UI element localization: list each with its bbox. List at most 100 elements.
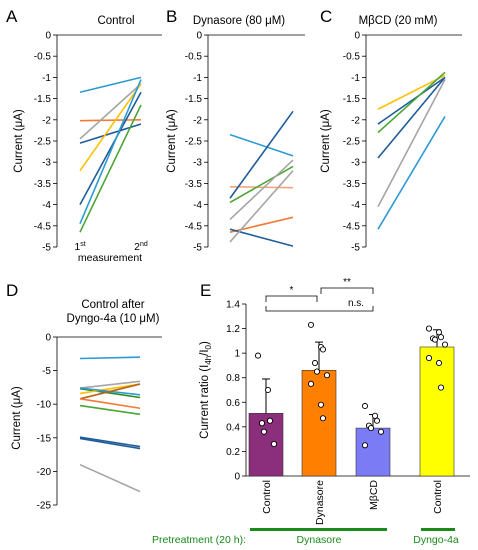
data-point bbox=[425, 325, 433, 332]
data-point bbox=[441, 341, 449, 348]
panel-a-x2-sup: nd bbox=[140, 241, 148, 248]
data-point bbox=[270, 441, 278, 448]
data-point bbox=[313, 368, 321, 375]
series-line-2 bbox=[377, 76, 446, 125]
panel-letter-b: B bbox=[166, 7, 177, 26]
sig-dynasore-mbcd-label: ** bbox=[343, 277, 351, 288]
panel-a-x1-sup: st bbox=[80, 241, 86, 248]
panel-a-lines bbox=[79, 76, 142, 233]
y-tick-label: -4.5 bbox=[343, 221, 361, 232]
data-point bbox=[361, 442, 369, 449]
y-tick-label: 0 bbox=[196, 31, 202, 42]
panel-letter-c: C bbox=[320, 7, 332, 26]
panel-a-ticks: 0 -0.5 -1 -1.5 -2 -2.5 -3 -3.5 -4 -4.5 -5 bbox=[34, 31, 57, 254]
panel-d-ticks: 0 -5 -10 -15 -20 -25 bbox=[37, 333, 57, 512]
series-line-3 bbox=[377, 71, 446, 134]
y-tick-label: 0.6 bbox=[226, 398, 240, 409]
y-tick-label: -1 bbox=[193, 73, 202, 84]
data-point bbox=[437, 384, 445, 391]
series-line-5 bbox=[377, 79, 446, 208]
y-tick-label: -5 bbox=[42, 366, 51, 377]
y-tick-label: -1.5 bbox=[185, 94, 203, 105]
y-tick-label: -3.5 bbox=[34, 179, 52, 190]
sig-dynasore-mbcd-bracket bbox=[320, 287, 374, 294]
y-tick-label: -20 bbox=[37, 467, 52, 478]
series-line-7 bbox=[79, 398, 141, 410]
panel-c-title: MβCD (20 mM) bbox=[359, 15, 438, 27]
data-point bbox=[307, 380, 315, 387]
series-line-6 bbox=[79, 383, 141, 400]
series-line-2 bbox=[79, 119, 142, 122]
y-tick-label: 0.4 bbox=[226, 422, 240, 433]
series-line-5 bbox=[79, 83, 142, 172]
panel-b-title: Dynasore (80 μM) bbox=[193, 15, 285, 27]
y-tick-label: -0.5 bbox=[343, 52, 361, 63]
dyngo-footer-label: Dyngo-4a bbox=[413, 534, 459, 546]
data-point bbox=[319, 415, 327, 422]
data-point bbox=[435, 329, 443, 336]
bar-4 bbox=[419, 346, 455, 477]
y-tick-label: -15 bbox=[37, 433, 52, 444]
y-tick-label: -3 bbox=[351, 158, 360, 169]
bar-2 bbox=[301, 370, 337, 477]
data-point bbox=[377, 428, 385, 435]
panel-b-lines bbox=[229, 110, 294, 247]
data-point bbox=[266, 417, 274, 424]
category-label-2: Dynasore bbox=[314, 480, 326, 525]
y-tick-label: 1.4 bbox=[226, 300, 240, 311]
panel-a-x-label-2: 2nd bbox=[134, 241, 148, 253]
y-tick-label: 0 bbox=[45, 333, 51, 344]
y-tick-label: -0.5 bbox=[34, 52, 52, 63]
dyngo-bracket-bar bbox=[421, 528, 455, 531]
data-point bbox=[367, 425, 375, 432]
series-line-10 bbox=[79, 437, 141, 450]
category-label-4: Control bbox=[432, 480, 444, 514]
series-line-6 bbox=[229, 216, 294, 233]
y-tick-label: -1.5 bbox=[34, 94, 52, 105]
series-line-6 bbox=[79, 91, 142, 205]
data-point bbox=[254, 352, 262, 359]
panel-c-ylabel: Current (μA) bbox=[320, 109, 332, 173]
panel-a-x-label-1: 1st bbox=[74, 241, 85, 253]
pretreatment-footer: Pretreatment (20 h): Dynasore Dyngo-4a bbox=[152, 528, 459, 546]
series-line-1 bbox=[229, 133, 294, 157]
panel-d-title-line1: Control after bbox=[81, 299, 144, 311]
y-tick-label: -5 bbox=[42, 243, 51, 254]
series-line-1 bbox=[79, 356, 141, 360]
series-line-4 bbox=[377, 76, 446, 159]
series-line-11 bbox=[79, 463, 141, 493]
series-line-3 bbox=[79, 387, 141, 399]
y-tick-label: 0 bbox=[354, 31, 360, 42]
panel-b-ylabel: Current (μA) bbox=[166, 109, 178, 173]
series-line-9 bbox=[79, 436, 141, 448]
panel-c-lines bbox=[377, 71, 446, 230]
y-tick-label: -4.5 bbox=[34, 221, 52, 232]
y-tick-label: -1 bbox=[42, 73, 51, 84]
y-tick-label: 1 bbox=[234, 349, 240, 360]
panel-e-categories: Control Dynasore MβCD Control bbox=[261, 480, 444, 525]
y-tick-label: -25 bbox=[37, 501, 52, 512]
y-tick-label: 0 bbox=[45, 31, 51, 42]
category-label-1: Control bbox=[261, 480, 273, 514]
data-point bbox=[319, 346, 327, 353]
sig-control-dynasore-bracket bbox=[265, 295, 318, 302]
series-line-4 bbox=[229, 165, 294, 204]
panel-a-x-caption: measurement bbox=[78, 252, 142, 264]
bar-3 bbox=[355, 427, 391, 477]
data-point bbox=[431, 336, 439, 343]
dynasore-footer-label: Dynasore bbox=[297, 534, 342, 546]
panel-a-ylabel: Current (μA) bbox=[13, 109, 25, 173]
series-line-1 bbox=[79, 76, 142, 94]
y-tick-label: -1.5 bbox=[343, 94, 361, 105]
panel-d-ylabel: Current (μA) bbox=[11, 386, 23, 450]
panel-d: D Control after Dyngo-4a (10 μM) Current… bbox=[6, 281, 162, 512]
panel-a-x2-base: 2 bbox=[134, 241, 140, 253]
series-line-8 bbox=[79, 104, 142, 233]
panel-e-ylabel-mid: /I bbox=[199, 349, 211, 355]
category-label-3: MβCD bbox=[368, 480, 380, 510]
panel-e-bars bbox=[248, 321, 455, 477]
y-tick-label: -3 bbox=[42, 158, 51, 169]
series-line-3 bbox=[79, 83, 142, 140]
panel-letter-a: A bbox=[6, 7, 18, 26]
